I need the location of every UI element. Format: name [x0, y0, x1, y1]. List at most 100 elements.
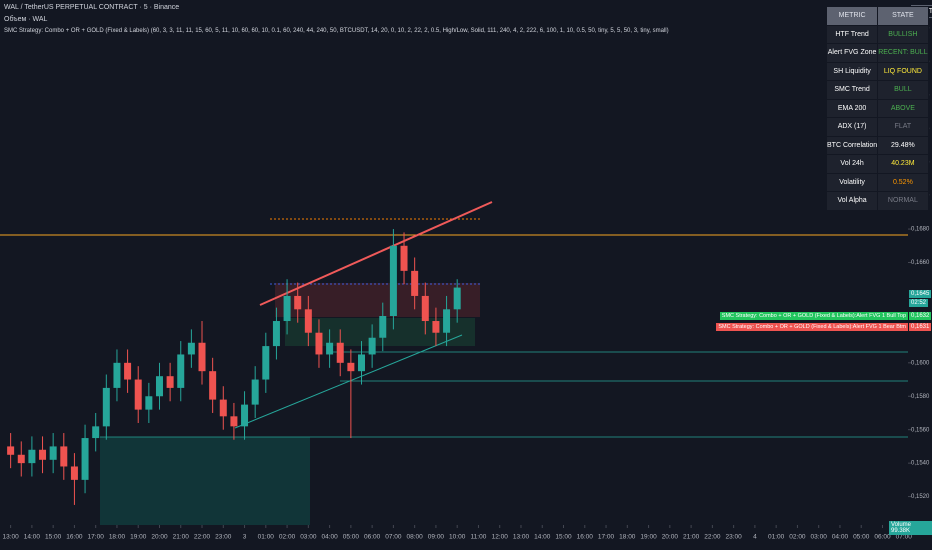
- x-tick-label: 20:00: [151, 534, 168, 541]
- table-row: SMC Trend BULL: [825, 80, 929, 100]
- alert-label: SMC Strategy: Combo + OR + GOLD (Fixed &…: [719, 312, 908, 320]
- candle-body: [326, 342, 334, 355]
- table-row: Alert FVG Zone RECENT: BULL: [825, 43, 929, 63]
- x-tick-label: 14:00: [534, 534, 551, 541]
- candle-body: [145, 396, 153, 410]
- x-tick-label: 10:00: [449, 534, 466, 541]
- state-cell: BULLISH: [877, 24, 929, 44]
- state-cell: RECENT: BULL: [877, 43, 929, 63]
- candle-body: [39, 449, 47, 460]
- candle-body: [49, 446, 57, 460]
- x-tick-label: 18:00: [619, 534, 636, 541]
- state-cell: ABOVE: [877, 98, 929, 118]
- candle-body: [283, 295, 291, 322]
- x-tick-label: 03:00: [811, 534, 828, 541]
- x-tick-label: 07:00: [896, 534, 913, 541]
- candle-body: [17, 454, 25, 464]
- candle-body: [262, 346, 270, 380]
- candle-body: [187, 342, 195, 355]
- x-tick-label: 09:00: [428, 534, 445, 541]
- candle-body: [241, 404, 249, 427]
- x-tick-label: 03:00: [300, 534, 317, 541]
- candle-body: [7, 446, 15, 455]
- candle-body: [251, 379, 259, 405]
- candle-body: [166, 376, 174, 388]
- x-tick-label: 05:00: [343, 534, 360, 541]
- table-row: BTC Correlation 29.48%: [825, 135, 929, 155]
- state-cell: LIQ FOUND: [877, 61, 929, 81]
- x-tick-label: 13:00: [2, 534, 19, 541]
- metric-cell: EMA 200: [825, 98, 879, 118]
- table-row: EMA 200 ABOVE: [825, 98, 929, 118]
- x-tick-label: 18:00: [109, 534, 126, 541]
- header-cell: METRIC: [825, 6, 879, 26]
- candle-body: [92, 426, 100, 439]
- candle-body: [336, 342, 344, 363]
- candle-body: [379, 316, 387, 338]
- table-row: SH Liquidity LIQ FOUND: [825, 61, 929, 81]
- candle-body: [70, 466, 78, 480]
- candle-body: [134, 379, 142, 410]
- header-cell: STATE: [877, 6, 929, 26]
- candle-body: [304, 309, 312, 333]
- trend-line: [259, 201, 493, 306]
- x-tick-label: 16:00: [66, 534, 83, 541]
- indicator-title: Объем · WAL: [4, 16, 48, 23]
- candle-body: [81, 438, 89, 480]
- plot-area: [0, 0, 908, 525]
- x-tick-label: 08:00: [407, 534, 424, 541]
- candle-body: [219, 399, 227, 417]
- x-tick-label: 01:00: [768, 534, 785, 541]
- x-tick-label: 16:00: [577, 534, 594, 541]
- price-label: 0,1632: [909, 312, 932, 320]
- candle-body: [411, 270, 419, 296]
- candle-body: [198, 342, 206, 372]
- candle-body: [400, 245, 408, 271]
- axes: 0,18000,17800,17600,17400,17200,17000,16…: [2, 26, 930, 541]
- x-tick-label: 07:00: [385, 534, 402, 541]
- x-tick-label: 02:00: [279, 534, 296, 541]
- x-tick-label: 04:00: [321, 534, 338, 541]
- table-row: Vol 24h 40.23M: [825, 154, 929, 174]
- zone: [100, 437, 310, 525]
- x-tick-label: 13:00: [513, 534, 530, 541]
- x-tick-label: 3: [243, 534, 247, 541]
- metric-cell: SH Liquidity: [825, 61, 879, 81]
- table-row: HTF Trend BULLISH: [825, 24, 929, 44]
- candle-body: [389, 245, 397, 317]
- metric-cell: SMC Trend: [825, 80, 879, 100]
- x-tick-label: 20:00: [662, 534, 679, 541]
- volume-name: Volume: [891, 522, 912, 528]
- candle-body: [421, 295, 429, 322]
- candle-body: [230, 416, 238, 427]
- candle-body: [432, 321, 440, 333]
- metric-cell: Volatility: [825, 172, 879, 192]
- x-tick-label: 17:00: [598, 534, 615, 541]
- x-tick-label: 06:00: [364, 534, 381, 541]
- candle-body: [177, 354, 185, 388]
- state-cell: 29.48%: [877, 135, 929, 155]
- x-tick-label: 22:00: [704, 534, 721, 541]
- state-cell: FLAT: [877, 117, 929, 137]
- x-tick-label: 17:00: [88, 534, 105, 541]
- y-tick-label: 0,1580: [911, 394, 930, 400]
- candle-body: [28, 449, 36, 464]
- candle-body: [294, 295, 302, 310]
- x-tick-label: 22:00: [194, 534, 211, 541]
- x-tick-label: 12:00: [492, 534, 509, 541]
- candle-body: [272, 321, 280, 347]
- metric-cell: Vol Alpha: [825, 191, 879, 211]
- volume-label: Volume 99.38K: [889, 521, 932, 535]
- x-tick-label: 21:00: [683, 534, 700, 541]
- candles: [7, 229, 461, 505]
- y-tick-label: 0,1660: [911, 260, 930, 266]
- x-tick-label: 14:00: [24, 534, 41, 541]
- x-tick-label: 06:00: [874, 534, 891, 541]
- table-row: ADX (17) FLAT: [825, 117, 929, 137]
- table-header: METRIC STATE: [825, 6, 929, 26]
- x-tick-label: 19:00: [640, 534, 657, 541]
- metrics-table: METRIC STATE HTF Trend BULLISH Alert FVG Zon…: [825, 6, 929, 211]
- volume-value: 99.38K: [891, 528, 911, 534]
- y-tick-label: 0,1560: [911, 427, 930, 433]
- symbol-title: WAL / TetherUS PERPETUAL CONTRACT · 5 · …: [4, 4, 180, 11]
